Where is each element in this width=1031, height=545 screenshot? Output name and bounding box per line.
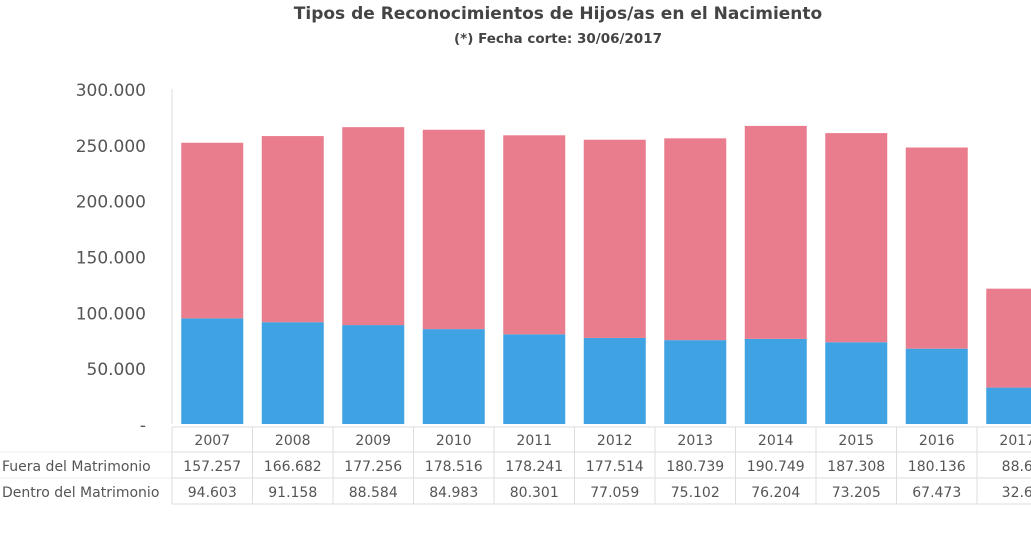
- y-tick-label: 200.000: [76, 193, 146, 213]
- y-tick-label: 250.000: [76, 137, 146, 157]
- x-tick-label: 2012: [597, 433, 633, 449]
- data-label: 80.301: [510, 485, 559, 501]
- x-tick-label: 2017: [999, 433, 1031, 449]
- bar-dentro-del-matrimonio-2014: [744, 338, 807, 424]
- bar-fuera-del-matrimonio-2007: [181, 142, 244, 319]
- data-label: 76.204: [751, 485, 800, 501]
- x-tick-label: 2008: [275, 433, 311, 449]
- y-tick-label: 50.000: [87, 360, 146, 380]
- data-label: 157.257: [183, 459, 241, 475]
- bar-dentro-del-matrimonio-2010: [422, 329, 485, 424]
- data-label: 178.241: [505, 459, 563, 475]
- x-tick-label: 2015: [838, 433, 874, 449]
- data-label: 177.514: [586, 459, 644, 475]
- data-label: 180.136: [908, 459, 966, 475]
- bar-fuera-del-matrimonio-2011: [503, 135, 566, 335]
- bar-fuera-del-matrimonio-2016: [905, 147, 968, 349]
- data-label: 177.256: [344, 459, 402, 475]
- data-label: 178.516: [425, 459, 483, 475]
- bar-dentro-del-matrimonio-2008: [261, 322, 324, 424]
- x-tick-label: 2011: [516, 433, 552, 449]
- data-label: 73.205: [832, 485, 881, 501]
- chart-subtitle: (*) Fecha corte: 30/06/2017: [453, 31, 662, 47]
- data-label: 77.059: [590, 485, 639, 501]
- x-tick-label: 2007: [194, 433, 230, 449]
- y-tick-label: 100.000: [76, 304, 146, 324]
- data-label: 91.158: [268, 485, 317, 501]
- bar-fuera-del-matrimonio-2013: [664, 138, 727, 341]
- bar-fuera-del-matrimonio-2015: [825, 133, 888, 343]
- x-tick-label: 2010: [436, 433, 472, 449]
- bar-fuera-del-matrimonio-2017: [986, 288, 1031, 388]
- data-label: 180.739: [666, 459, 724, 475]
- bar-fuera-del-matrimonio-2010: [422, 129, 485, 330]
- bar-fuera-del-matrimonio-2009: [342, 127, 405, 326]
- bar-dentro-del-matrimonio-2007: [181, 318, 244, 424]
- data-label: 75.102: [671, 485, 720, 501]
- data-label: 84.983: [429, 485, 478, 501]
- data-label: 67.473: [912, 485, 961, 501]
- data-label: 88.584: [349, 485, 398, 501]
- bar-dentro-del-matrimonio-2017: [986, 387, 1031, 424]
- data-label: 32.6: [1002, 485, 1031, 501]
- legend-entry: Dentro del Matrimonio: [2, 485, 159, 501]
- bar-fuera-del-matrimonio-2008: [261, 136, 324, 323]
- bar-fuera-del-matrimonio-2012: [583, 139, 646, 338]
- x-tick-label: 2009: [355, 433, 391, 449]
- y-tick-label: 150.000: [76, 249, 146, 269]
- legend-entry: Fuera del Matrimonio: [2, 459, 151, 475]
- x-tick-label: 2014: [758, 433, 794, 449]
- y-tick-label: 300.000: [76, 81, 146, 101]
- y-tick-label: -: [140, 416, 146, 436]
- data-label: 88.6: [1002, 459, 1031, 475]
- chart-title: Tipos de Reconocimientos de Hijos/as en …: [293, 4, 823, 24]
- bar-dentro-del-matrimonio-2012: [583, 337, 646, 424]
- bar-dentro-del-matrimonio-2015: [825, 342, 888, 424]
- x-tick-label: 2013: [677, 433, 713, 449]
- bar-dentro-del-matrimonio-2009: [342, 325, 405, 424]
- data-label: 190.749: [747, 459, 805, 475]
- data-label: 94.603: [188, 485, 237, 501]
- bar-fuera-del-matrimonio-2014: [744, 125, 807, 339]
- x-tick-label: 2016: [919, 433, 955, 449]
- bar-dentro-del-matrimonio-2016: [905, 348, 968, 424]
- bar-dentro-del-matrimonio-2013: [664, 340, 727, 424]
- data-label: 166.682: [264, 459, 322, 475]
- bar-dentro-del-matrimonio-2011: [503, 334, 566, 424]
- data-label: 187.308: [827, 459, 885, 475]
